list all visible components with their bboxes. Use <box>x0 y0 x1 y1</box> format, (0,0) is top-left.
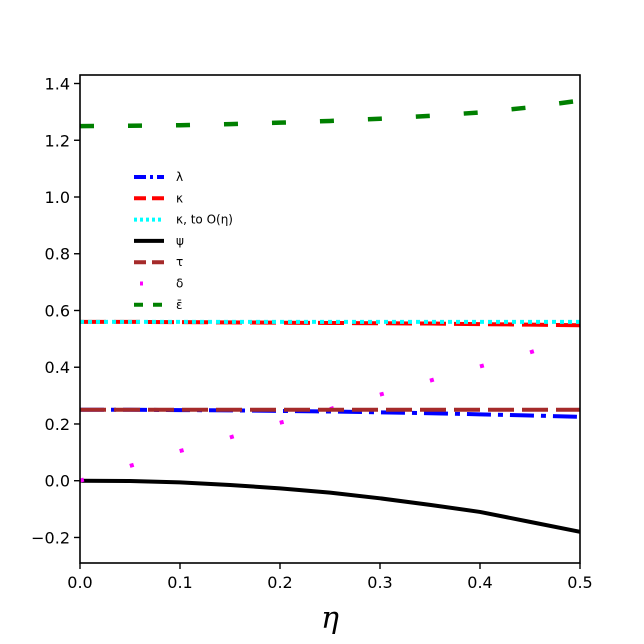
y-tick-label: 1.0 <box>45 188 70 207</box>
legend-label-to-o: κ, to O(η) <box>176 213 233 227</box>
legend-label-series: κ <box>176 191 183 205</box>
y-tick-label: 1.2 <box>45 131 70 150</box>
legend-label-series: λ <box>176 170 183 184</box>
x-tick-label: 0.3 <box>367 573 392 592</box>
x-tick-label: 0.5 <box>567 573 592 592</box>
y-tick-label: −0.2 <box>31 528 70 547</box>
x-axis-title: η <box>321 601 339 636</box>
legend-label-series: τ <box>176 255 183 269</box>
x-tick-label: 0.4 <box>467 573 492 592</box>
y-axis: −0.2 0.0 0.2 0.4 0.6 0.8 1.0 1.2 1.4 <box>31 75 80 547</box>
legend: λκ κ, to O(η) ψτδ ε̄ <box>134 170 233 312</box>
x-tick-label: 0.0 <box>67 573 92 592</box>
legend-label-series: δ <box>176 277 183 291</box>
x-tick-label: 0.2 <box>267 573 292 592</box>
legend-label-series: ε̄ <box>176 298 183 312</box>
y-tick-label: 0.2 <box>45 415 70 434</box>
y-tick-label: 0.4 <box>45 358 70 377</box>
axes-frame <box>79 74 581 564</box>
legend-label-series: ψ <box>176 234 184 248</box>
plot-area <box>79 98 581 534</box>
x-tick-label: 0.1 <box>167 573 192 592</box>
y-tick-label: 0.8 <box>45 245 70 264</box>
series-line-series <box>79 478 581 534</box>
y-tick-label: 0.6 <box>45 301 70 320</box>
series-line-series <box>79 98 581 129</box>
y-tick-label: 1.4 <box>45 75 70 94</box>
x-axis: 0.0 0.1 0.2 0.3 0.4 0.5 <box>67 563 593 592</box>
y-tick-label: 0.0 <box>45 472 70 491</box>
